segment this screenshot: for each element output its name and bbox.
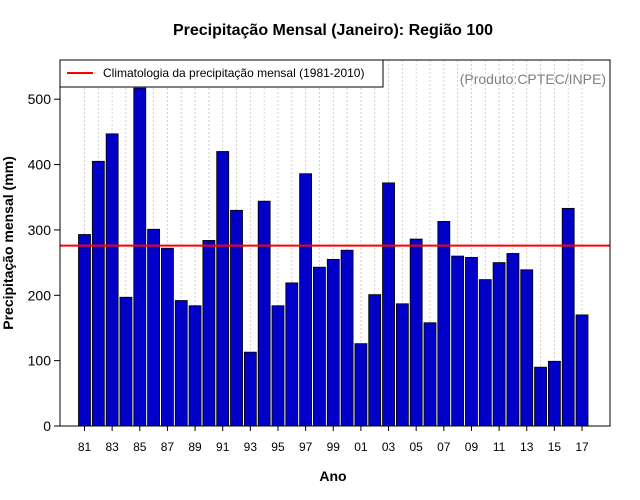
y-tick-label: 100 bbox=[28, 353, 52, 369]
bar-16 bbox=[561, 207, 575, 427]
y-axis-ticks: 0 100 200 300 400 500 bbox=[28, 91, 60, 434]
x-tick-label: 95 bbox=[271, 440, 285, 454]
bar-08 bbox=[451, 255, 465, 427]
bar-14 bbox=[534, 366, 547, 427]
bar-00 bbox=[340, 249, 354, 427]
bar-99 bbox=[326, 258, 340, 427]
bar-89 bbox=[188, 305, 202, 427]
bar-97 bbox=[299, 173, 313, 427]
source-label: (Produto:CPTEC/INPE) bbox=[460, 71, 606, 87]
x-tick-label: 85 bbox=[133, 440, 147, 454]
bar-05 bbox=[409, 238, 423, 427]
x-tick-label: 05 bbox=[410, 440, 424, 454]
x-tick-label: 97 bbox=[299, 440, 313, 454]
legend-label: Climatologia da precipitação mensal (198… bbox=[103, 66, 364, 80]
x-tick-label: 91 bbox=[216, 440, 230, 454]
bar-07 bbox=[437, 221, 451, 427]
bar-09 bbox=[465, 256, 478, 427]
bar-88 bbox=[174, 300, 188, 427]
x-tick-label: 01 bbox=[354, 440, 368, 454]
x-tick-label: 87 bbox=[161, 440, 175, 454]
y-tick-label: 500 bbox=[28, 91, 52, 107]
bar-15 bbox=[547, 360, 561, 427]
chart-title: Precipitação Mensal (Janeiro): Região 10… bbox=[173, 22, 493, 39]
x-tick-label: 81 bbox=[78, 440, 92, 454]
y-axis-label: Precipitação mensal (mm) bbox=[0, 156, 16, 330]
bar-91 bbox=[216, 151, 230, 427]
bar-17 bbox=[575, 314, 589, 427]
x-tick-label: 03 bbox=[382, 440, 396, 454]
bar-02 bbox=[368, 294, 382, 427]
y-tick-label: 200 bbox=[28, 287, 52, 303]
bar-11 bbox=[492, 262, 506, 427]
bar-90 bbox=[202, 239, 216, 427]
x-tick-label: 89 bbox=[188, 440, 202, 454]
bar-96 bbox=[285, 282, 299, 427]
y-tick-label: 0 bbox=[43, 418, 51, 434]
bar-13 bbox=[520, 269, 534, 427]
x-axis-ticks: 81 83 85 87 89 91 93 95 97 99 01 03 05 07 09 11 13 15 17 bbox=[78, 426, 589, 454]
y-tick-label: 300 bbox=[28, 222, 52, 238]
bar-03 bbox=[382, 182, 395, 427]
x-tick-label: 09 bbox=[465, 440, 479, 454]
x-tick-label: 11 bbox=[493, 440, 506, 454]
bar-01 bbox=[354, 343, 368, 427]
bar-86 bbox=[147, 228, 161, 427]
x-tick-label: 17 bbox=[575, 440, 589, 454]
bar-92 bbox=[230, 209, 243, 427]
legend: Climatologia da precipitação mensal (198… bbox=[59, 59, 384, 88]
y-tick-label: 400 bbox=[28, 157, 52, 173]
x-tick-label: 15 bbox=[548, 440, 562, 454]
bar-81 bbox=[78, 234, 91, 427]
bar-98 bbox=[313, 266, 326, 427]
legend-box bbox=[59, 59, 384, 88]
bar-85 bbox=[133, 87, 147, 427]
bar-87 bbox=[161, 247, 174, 427]
bar-84 bbox=[119, 296, 133, 427]
bar-93 bbox=[243, 351, 257, 427]
x-tick-label: 99 bbox=[327, 440, 341, 454]
x-tick-label: 13 bbox=[520, 440, 534, 454]
bars-group bbox=[78, 87, 589, 427]
x-tick-label: 07 bbox=[437, 440, 451, 454]
x-tick-label: 93 bbox=[244, 440, 258, 454]
bar-83 bbox=[105, 133, 119, 427]
x-tick-label: 83 bbox=[105, 440, 119, 454]
x-axis-label: Ano bbox=[319, 468, 346, 484]
bar-10 bbox=[478, 279, 492, 427]
bar-94 bbox=[257, 200, 271, 427]
bar-82 bbox=[91, 160, 105, 427]
bar-95 bbox=[271, 305, 285, 427]
bar-12 bbox=[506, 253, 520, 427]
bar-06 bbox=[423, 322, 437, 427]
bar-04 bbox=[395, 303, 409, 427]
